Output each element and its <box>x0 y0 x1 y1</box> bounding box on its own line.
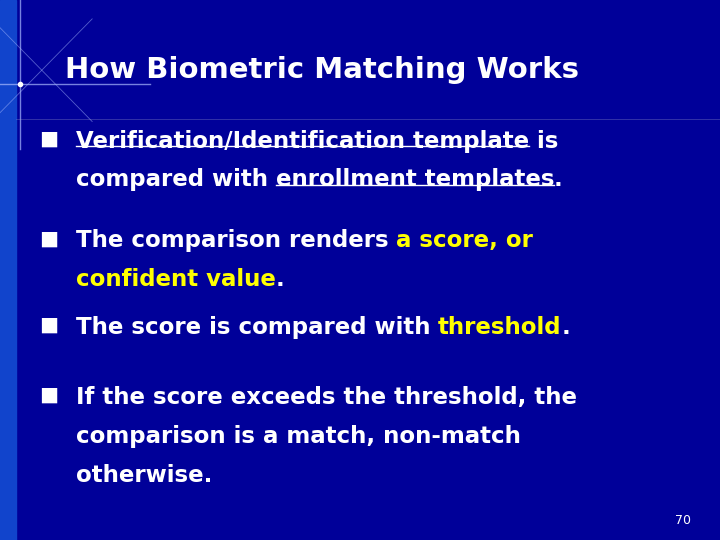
Text: .: . <box>276 268 284 292</box>
Text: compared with: compared with <box>76 168 276 192</box>
Text: confident value: confident value <box>76 268 276 292</box>
Text: How Biometric Matching Works: How Biometric Matching Works <box>65 56 579 84</box>
Text: If the score exceeds the threshold, the: If the score exceeds the threshold, the <box>76 386 577 409</box>
Text: The score is compared with: The score is compared with <box>76 316 438 339</box>
Text: ■: ■ <box>40 386 58 405</box>
Text: .: . <box>562 316 570 339</box>
Text: ■: ■ <box>40 130 58 148</box>
Text: ■: ■ <box>40 230 58 248</box>
Text: a score, or: a score, or <box>396 230 533 253</box>
Text: enrollment templates: enrollment templates <box>276 168 554 192</box>
Text: ■: ■ <box>40 316 58 335</box>
Text: Verification/Identification template: Verification/Identification template <box>76 130 528 153</box>
Text: 70: 70 <box>675 514 691 526</box>
Text: .: . <box>554 168 563 192</box>
Text: otherwise.: otherwise. <box>76 464 212 487</box>
Text: is: is <box>528 130 558 153</box>
Text: comparison is a match, non-match: comparison is a match, non-match <box>76 425 521 448</box>
Text: threshold: threshold <box>438 316 562 339</box>
Bar <box>0 0 16 540</box>
Text: The comparison renders: The comparison renders <box>76 230 396 253</box>
